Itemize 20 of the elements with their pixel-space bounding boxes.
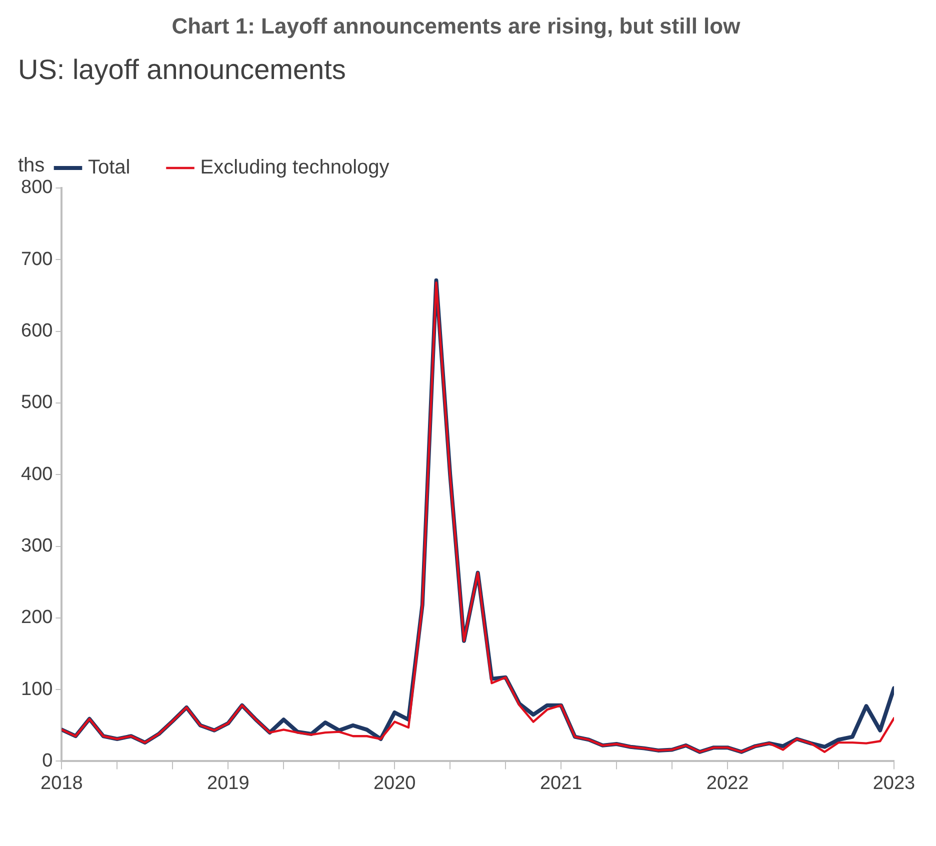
y-tick-label: 800 — [21, 177, 53, 198]
x-tick-label: 2018 — [40, 772, 83, 794]
chart-subtitle: US: layoff announcements — [18, 54, 346, 85]
chart-title: Chart 1: Layoff announcements are rising, but still low — [172, 13, 742, 38]
x-tick-label: 2021 — [540, 772, 582, 794]
y-tick-label: 300 — [21, 535, 53, 556]
y-tick-label: 700 — [21, 248, 53, 270]
y-tick-label: 500 — [21, 392, 53, 414]
legend-label: Excluding technology — [200, 156, 390, 179]
legend-label: Total — [88, 156, 130, 179]
y-axis-title: ths — [18, 154, 45, 177]
x-tick-label: 2020 — [373, 772, 416, 794]
y-tick-label: 400 — [21, 464, 53, 485]
x-tick-label: 2019 — [207, 772, 250, 794]
y-tick-label: 0 — [42, 750, 53, 772]
x-tick-label: 2023 — [872, 772, 916, 794]
y-tick-label: 200 — [21, 607, 53, 628]
y-tick-label: 100 — [21, 678, 53, 700]
x-tick-label: 2022 — [706, 772, 749, 794]
y-tick-label: 600 — [21, 320, 53, 342]
